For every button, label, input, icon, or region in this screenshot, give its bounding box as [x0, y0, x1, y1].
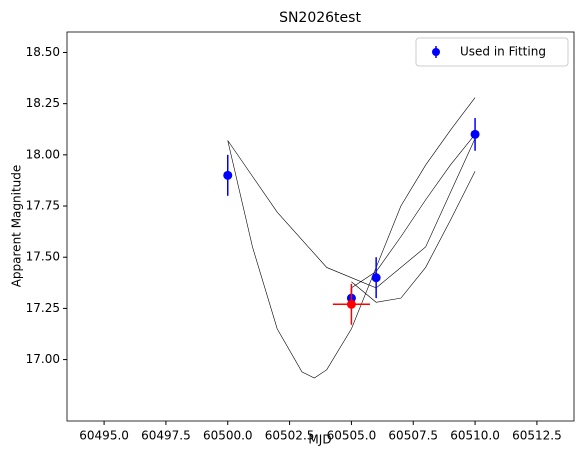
- x-tick-label: 60510.0: [450, 429, 500, 443]
- y-tick-label: 18.25: [26, 96, 60, 110]
- y-axis-label: Apparent Magnitude: [10, 165, 24, 288]
- model-curve: [227, 138, 476, 289]
- x-axis-label: MJD: [308, 433, 331, 447]
- legend-label: Used in Fitting: [460, 45, 546, 59]
- x-tick-label: 60502.5: [265, 429, 315, 443]
- y-tick-label: 17.25: [26, 301, 60, 315]
- y-tick-label: 17.00: [26, 352, 60, 366]
- y-tick-label: 17.50: [26, 250, 60, 264]
- y-tick-label: 17.75: [26, 199, 60, 213]
- data-point: [223, 170, 233, 180]
- plot-frame: [66, 31, 575, 422]
- model-curve: [351, 171, 476, 303]
- y-tick-label: 18.50: [26, 45, 60, 59]
- model-curve: [351, 134, 476, 289]
- data-point: [371, 273, 381, 283]
- data-point: [346, 299, 356, 309]
- data-point: [470, 129, 480, 139]
- x-tick-label: 60500.0: [203, 429, 253, 443]
- x-tick-label: 60512.5: [512, 429, 562, 443]
- legend-box: [415, 37, 569, 67]
- x-tick-label: 60495.0: [79, 429, 129, 443]
- chart-title: SN2026test: [279, 10, 361, 26]
- legend-marker: [432, 48, 440, 56]
- x-tick-label: 60507.5: [388, 429, 438, 443]
- y-tick-label: 18.00: [26, 147, 60, 161]
- x-tick-label: 60497.5: [141, 429, 191, 443]
- model-curve: [227, 97, 476, 379]
- x-tick-label: 60505.0: [327, 429, 377, 443]
